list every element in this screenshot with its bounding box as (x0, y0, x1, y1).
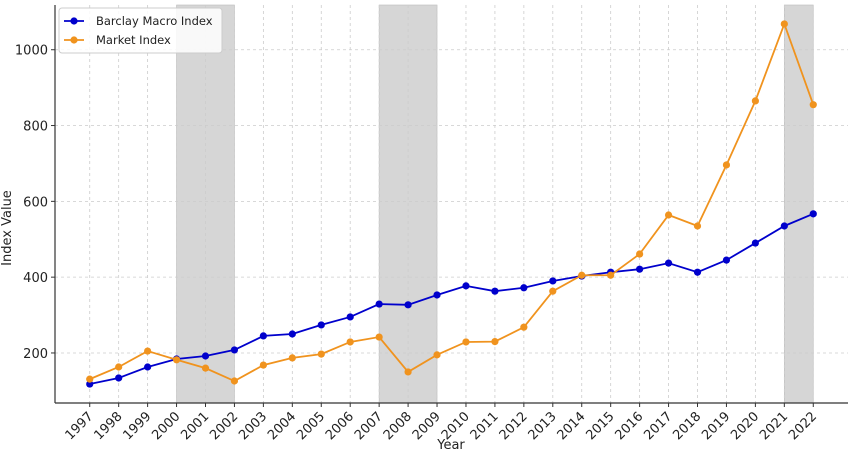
data-point-0 (722, 256, 731, 264)
legend-swatch-marker (70, 17, 78, 25)
data-point-0 (433, 291, 441, 299)
shaded-period (784, 4, 814, 404)
data-point-1 (780, 20, 788, 28)
data-point-0 (201, 352, 210, 360)
data-point-1 (751, 97, 759, 105)
legend-label: Market Index (96, 33, 171, 47)
data-point-0 (115, 374, 123, 382)
data-point-0 (549, 277, 557, 285)
data-point-0 (404, 301, 412, 309)
x-tick-label: 1999 (120, 409, 154, 443)
data-point-1 (722, 161, 731, 169)
data-point-0 (693, 268, 702, 276)
data-point-0 (317, 321, 325, 329)
legend-label: Barclay Macro Index (96, 14, 213, 28)
data-point-1 (288, 354, 296, 362)
x-tick-label: 2011 (468, 409, 502, 443)
data-point-1 (549, 287, 557, 295)
data-point-0 (230, 346, 239, 354)
y-tick-label: 600 (23, 195, 48, 210)
data-point-0 (86, 380, 94, 388)
data-point-1 (433, 351, 441, 359)
data-point-1 (317, 350, 325, 358)
x-tick-label: 2021 (757, 409, 791, 443)
data-point-0 (780, 222, 788, 230)
data-point-1 (259, 361, 267, 369)
x-tick-label: 2019 (699, 409, 733, 443)
x-tick-label: 2005 (294, 409, 328, 443)
data-point-1 (491, 337, 499, 346)
y-tick-label: 800 (23, 120, 48, 135)
data-point-1 (230, 377, 239, 385)
x-tick-label: 2003 (236, 409, 270, 443)
legend-swatch-marker (70, 36, 78, 44)
x-tick-label: 2015 (583, 409, 617, 443)
data-point-1 (86, 375, 94, 383)
x-tick-label: 1997 (63, 409, 97, 443)
data-point-0 (259, 332, 267, 340)
data-point-1 (664, 211, 673, 219)
data-point-1 (375, 333, 383, 341)
data-point-1 (144, 347, 152, 355)
x-tick-label: 2008 (381, 409, 415, 443)
data-point-1 (607, 271, 615, 279)
legend-box (58, 7, 223, 54)
data-point-0 (462, 282, 470, 290)
x-tick-label: 2014 (555, 409, 589, 443)
y-tick-label: 400 (23, 271, 48, 286)
x-axis-label: Year (436, 438, 465, 452)
data-point-1 (578, 271, 586, 279)
x-tick-label: 2006 (323, 409, 357, 443)
y-axis-label: Index Value (0, 190, 15, 266)
series-line-1 (89, 21, 815, 383)
data-point-0 (491, 287, 499, 295)
data-point-1 (636, 250, 644, 258)
data-point-0 (751, 239, 759, 247)
data-point-1 (346, 338, 354, 346)
data-point-0 (520, 284, 528, 292)
data-point-1 (809, 101, 817, 109)
x-tick-label: 2013 (526, 409, 560, 443)
x-tick-label: 2001 (178, 409, 212, 443)
x-tick-label: 2022 (786, 409, 820, 443)
series-line-0 (89, 213, 814, 385)
data-point-1 (172, 356, 181, 364)
x-tick-label: 2002 (207, 409, 241, 443)
data-point-0 (664, 259, 673, 267)
x-tick-label: 2000 (149, 409, 183, 443)
x-tick-label: 2018 (670, 409, 704, 443)
x-tick-label: 2012 (497, 409, 531, 443)
data-point-1 (115, 363, 123, 371)
data-point-1 (693, 222, 702, 230)
data-point-1 (201, 364, 210, 372)
data-point-1 (462, 338, 470, 346)
y-tick-label: 200 (23, 347, 48, 362)
x-tick-label: 2020 (728, 409, 762, 443)
x-tick-label: 1998 (91, 409, 125, 443)
data-point-0 (144, 363, 152, 371)
data-point-0 (636, 265, 644, 273)
data-point-1 (520, 323, 528, 331)
data-point-1 (404, 368, 412, 376)
legend: Barclay Macro Index Market Index (58, 7, 223, 54)
data-point-0 (288, 330, 296, 338)
x-tick-label: 2017 (641, 409, 675, 443)
data-point-0 (346, 313, 354, 321)
x-tick-label: 2004 (265, 409, 299, 443)
x-tick-label: 2016 (612, 409, 646, 443)
data-point-0 (375, 300, 383, 308)
x-tick-label: 2007 (352, 409, 386, 443)
y-tick-label: 1000 (15, 44, 48, 59)
data-point-0 (809, 210, 817, 218)
